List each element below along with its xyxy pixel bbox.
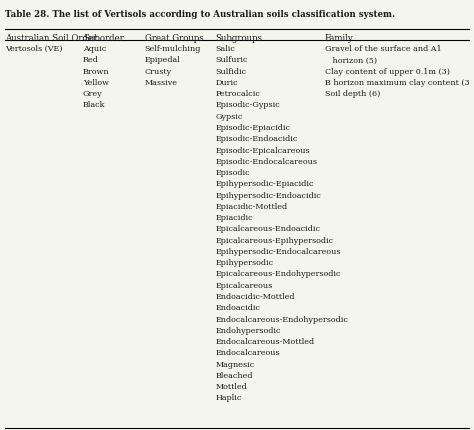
Text: Endoacidic: Endoacidic — [216, 304, 261, 312]
Text: Clay content of upper 0.1m (3): Clay content of upper 0.1m (3) — [325, 68, 450, 76]
Text: Epihypersodic-Endocalcareous: Epihypersodic-Endocalcareous — [216, 248, 341, 256]
Text: Epiacidic-Mottled: Epiacidic-Mottled — [216, 203, 288, 211]
Text: B horizon maximum clay content (3: B horizon maximum clay content (3 — [325, 79, 469, 87]
Text: Epicalcareous-Epihypersodic: Epicalcareous-Epihypersodic — [216, 237, 334, 245]
Text: Episodic-Endocalcareous: Episodic-Endocalcareous — [216, 158, 318, 166]
Text: Endocalcareous: Endocalcareous — [216, 349, 280, 357]
Text: Endocalcareous-Mottled: Endocalcareous-Mottled — [216, 338, 315, 346]
Text: Epiacidic: Epiacidic — [216, 214, 253, 222]
Text: Subgroups: Subgroups — [216, 34, 263, 43]
Text: Episodic-Epicalcareous: Episodic-Epicalcareous — [216, 147, 310, 154]
Text: horizon (5): horizon (5) — [325, 56, 377, 64]
Text: Grey: Grey — [83, 90, 102, 98]
Text: Bleached: Bleached — [216, 372, 253, 380]
Text: Epicalcareous-Endohypersodic: Epicalcareous-Endohypersodic — [216, 270, 341, 279]
Text: Suborder: Suborder — [83, 34, 124, 43]
Text: Petrocalcic: Petrocalcic — [216, 90, 261, 98]
Text: Endoacidic-Mottled: Endoacidic-Mottled — [216, 293, 295, 301]
Text: Self-mulching: Self-mulching — [145, 45, 201, 53]
Text: Crusty: Crusty — [145, 68, 172, 76]
Text: Haplic: Haplic — [216, 394, 242, 402]
Text: Black: Black — [83, 101, 105, 110]
Text: Aquic: Aquic — [83, 45, 106, 53]
Text: Yellow: Yellow — [83, 79, 109, 87]
Text: Brown: Brown — [83, 68, 109, 76]
Text: Epihypersodic-Endoacidic: Epihypersodic-Endoacidic — [216, 192, 321, 200]
Text: Episodic-Gypsic: Episodic-Gypsic — [216, 101, 281, 110]
Text: Epicalcareous-Endoacidic: Epicalcareous-Endoacidic — [216, 225, 321, 233]
Text: Sulfidic: Sulfidic — [216, 68, 247, 76]
Text: Red: Red — [83, 56, 99, 64]
Text: Australian Soil Order: Australian Soil Order — [5, 34, 97, 43]
Text: Epihypersodic-Epiacidic: Epihypersodic-Epiacidic — [216, 180, 314, 188]
Text: Mottled: Mottled — [216, 383, 247, 391]
Text: Vertosols (VE): Vertosols (VE) — [5, 45, 62, 53]
Text: Gypsic: Gypsic — [216, 113, 243, 121]
Text: Magnesic: Magnesic — [216, 361, 255, 369]
Text: Soil depth (6): Soil depth (6) — [325, 90, 380, 98]
Text: Gravel of the surface and A1: Gravel of the surface and A1 — [325, 45, 441, 53]
Text: Endohypersodic: Endohypersodic — [216, 327, 281, 335]
Text: Salic: Salic — [216, 45, 236, 53]
Text: Sulfuric: Sulfuric — [216, 56, 248, 64]
Text: Great Groups: Great Groups — [145, 34, 203, 43]
Text: Endocalcareous-Endohypersodic: Endocalcareous-Endohypersodic — [216, 316, 348, 323]
Text: Episodic: Episodic — [216, 169, 250, 177]
Text: Epipedal: Epipedal — [145, 56, 180, 64]
Text: Duric: Duric — [216, 79, 238, 87]
Text: Massive: Massive — [145, 79, 178, 87]
Text: Episodic-Epiacidic: Episodic-Epiacidic — [216, 124, 291, 132]
Text: Table 28. The list of Vertisols according to Australian soils classification sys: Table 28. The list of Vertisols accordin… — [5, 10, 395, 19]
Text: Epihypersodic: Epihypersodic — [216, 259, 274, 267]
Text: Epicalcareous: Epicalcareous — [216, 282, 273, 290]
Text: Family: Family — [325, 34, 354, 43]
Text: Episodic-Endoacidic: Episodic-Endoacidic — [216, 135, 298, 143]
